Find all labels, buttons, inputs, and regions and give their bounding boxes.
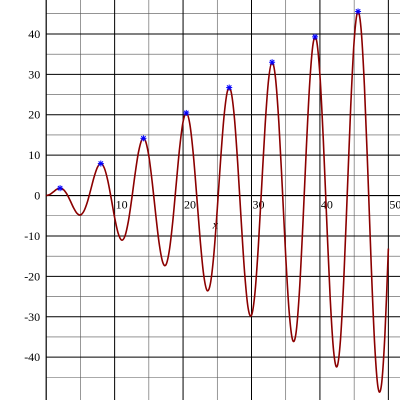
x-tick-label: 30 (252, 198, 264, 212)
y-tick-label: 40 (28, 27, 40, 41)
x-tick-label: 20 (184, 198, 196, 212)
marker-stroke (140, 135, 146, 141)
curve (45, 10, 390, 393)
marker-stroke (269, 59, 275, 65)
y-tick-label: 20 (28, 108, 40, 122)
y-tick-label: 10 (28, 148, 40, 162)
x-tick-label: 50 (389, 198, 400, 212)
max-marker (226, 84, 233, 91)
max-marker (355, 8, 362, 15)
marker-stroke (183, 110, 189, 116)
marker-stroke (355, 8, 361, 15)
marker-stroke (57, 185, 63, 191)
y-tick-label: -30 (24, 310, 40, 324)
max-marker (312, 33, 319, 40)
marker-stroke (98, 161, 104, 167)
x-tick-label: 10 (116, 198, 128, 212)
max-marker (57, 185, 64, 192)
x-tick-label: 40 (321, 198, 333, 212)
y-tick-label: 30 (28, 67, 40, 81)
max-marker (140, 135, 147, 142)
max-marker (97, 160, 104, 167)
y-tick-label: -20 (24, 269, 40, 283)
y-tick-label: -40 (24, 350, 40, 364)
max-marker (183, 109, 190, 116)
max-marker (269, 59, 276, 66)
x-axis-label: x (212, 218, 219, 232)
marker-stroke (226, 85, 232, 91)
y-tick-label: 0 (34, 189, 40, 203)
marker-stroke (312, 34, 318, 40)
y-tick-label: -10 (24, 229, 40, 243)
